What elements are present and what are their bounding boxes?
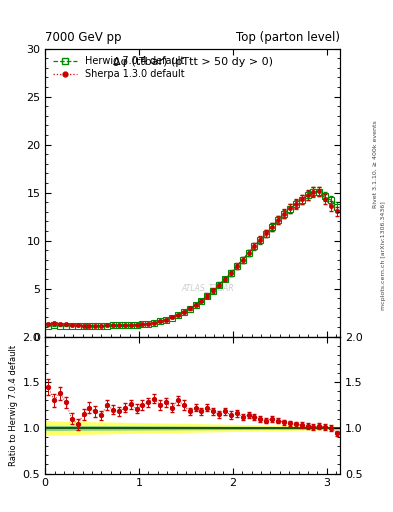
- Text: mcplots.cern.ch [arXiv:1306.3436]: mcplots.cern.ch [arXiv:1306.3436]: [381, 202, 386, 310]
- Legend: Herwig 7.0.4 default, Sherpa 1.3.0 default: Herwig 7.0.4 default, Sherpa 1.3.0 defau…: [50, 53, 187, 82]
- Text: ATLAS_TTBAR: ATLAS_TTBAR: [181, 283, 233, 292]
- Text: 7000 GeV pp: 7000 GeV pp: [45, 31, 122, 44]
- Text: Rivet 3.1.10, ≥ 400k events: Rivet 3.1.10, ≥ 400k events: [373, 120, 378, 208]
- Text: Δφ (tt̅bar) (pTtt > 50 dy > 0): Δφ (tt̅bar) (pTtt > 50 dy > 0): [112, 57, 273, 67]
- Text: Top (parton level): Top (parton level): [236, 31, 340, 44]
- Y-axis label: Ratio to Herwig 7.0.4 default: Ratio to Herwig 7.0.4 default: [9, 345, 18, 465]
